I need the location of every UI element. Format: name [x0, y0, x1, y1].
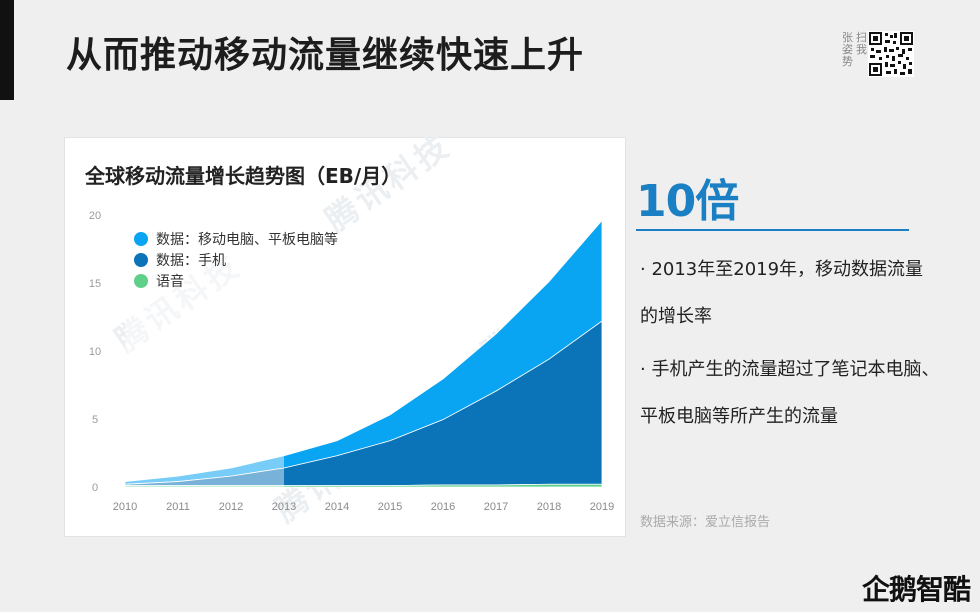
y-tick-label: 15	[89, 278, 101, 290]
legend-swatch	[134, 253, 148, 267]
x-tick-label: 2018	[537, 501, 561, 513]
qr-caption-left: 张姿势	[842, 31, 853, 68]
accent-bar	[0, 0, 14, 100]
highlight-divider	[636, 229, 909, 231]
legend-swatch	[134, 232, 148, 246]
page-title: 从而推动移动流量继续快速上升	[66, 35, 585, 76]
highlight-value: 10倍	[636, 176, 739, 227]
area-chart: 0 5 10 15 20 2010 2011 2012 2013 2014 2015 2016 2017…	[89, 210, 614, 513]
x-tick-label: 2013	[272, 501, 296, 513]
x-tick-label: 2016	[431, 501, 455, 513]
y-tick-label: 5	[92, 414, 98, 426]
data-source-note: 数据来源：爱立信报告	[640, 515, 771, 530]
legend-label: 数据：移动电脑、平板电脑等	[156, 231, 338, 248]
y-tick-label: 0	[92, 482, 98, 494]
series-area-voice	[124, 483, 603, 488]
x-tick-label: 2012	[219, 501, 243, 513]
legend-label: 语音	[156, 273, 184, 290]
x-tick-label: 2011	[166, 501, 190, 513]
qr-caption-right: 扫我	[856, 31, 867, 56]
highlight-bullet-phone: · 手机产生的流量超过了笔记本电脑、平板电脑等所产生的流量	[640, 359, 940, 427]
legend-swatch	[134, 274, 148, 288]
chart-card: 腾讯科技 腾讯科技 腾讯科技 腾讯科技 05101520201020112012…	[64, 126, 626, 537]
chart-title: 全球移动流量增长趋势图（EB/月）	[85, 164, 402, 188]
x-tick-label: 2014	[325, 501, 349, 513]
highlight-bullet-growth: · 2013年至2019年，移动数据流量的增长率	[640, 259, 924, 327]
x-tick-label: 2015	[378, 501, 402, 513]
y-tick-label: 10	[89, 346, 101, 358]
brand-logo: 企鹅智酷	[862, 573, 971, 606]
x-tick-label: 2019	[590, 501, 614, 513]
legend-label: 数据：手机	[156, 253, 226, 269]
x-tick-label: 2010	[113, 501, 137, 513]
y-tick-label: 20	[89, 210, 101, 222]
x-tick-label: 2017	[484, 501, 508, 513]
qr-code-icon[interactable]	[868, 31, 914, 77]
history-shade	[125, 215, 284, 487]
